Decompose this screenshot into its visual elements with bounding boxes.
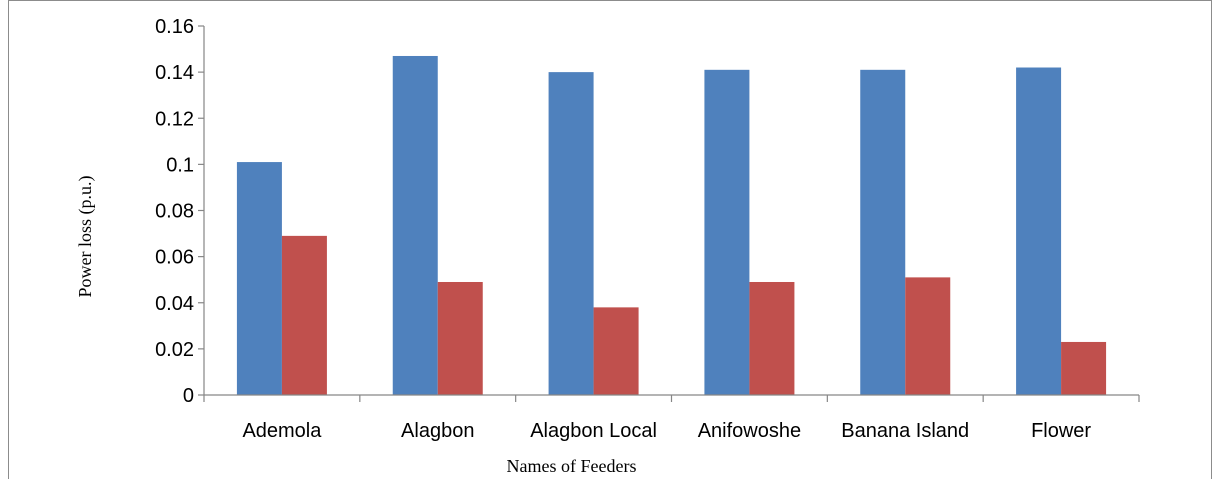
y-axis-title: Power loss (p.u.) (75, 176, 96, 298)
bars-group (236, 55, 1107, 395)
y-tick-label: 0.12 (155, 108, 194, 130)
bar-series-2-alagbon (437, 281, 483, 395)
y-tick-label: 0.02 (155, 339, 194, 361)
x-category-label: Alagbon Local (530, 420, 657, 442)
bar-series-2-anifowoshe (749, 281, 795, 395)
x-category-label: Banana Island (841, 420, 969, 442)
y-tick-label: 0.16 (155, 16, 194, 38)
bar-series-1-anifowoshe (704, 69, 750, 395)
y-ticks-group: 0 0.02 0.04 0.06 0.08 0.1 0.12 0.14 0.16 (155, 16, 204, 407)
bar-series-2-ademola (281, 235, 327, 395)
bar-series-2-banana-island (905, 277, 951, 395)
bar-series-2-alagbon-local (593, 307, 639, 395)
x-category-label: Alagbon (401, 420, 474, 442)
bar-series-1-alagbon (392, 55, 438, 395)
bar-series-1-ademola (236, 162, 282, 395)
x-axis-title: Names of Feeders (507, 456, 637, 476)
y-tick-label: 0.14 (155, 62, 194, 84)
bar-series-1-banana-island (860, 69, 906, 395)
y-tick-label: 0 (183, 385, 194, 407)
bar-series-1-alagbon-local (548, 72, 594, 395)
x-category-label: Anifowoshe (698, 420, 801, 442)
y-tick-label: 0.08 (155, 201, 194, 223)
x-category-label: Ademola (242, 420, 322, 442)
y-tick-label: 0.06 (155, 247, 194, 269)
bar-series-2-flower (1061, 341, 1107, 395)
bar-series-1-flower (1016, 67, 1062, 395)
chart-frame (8, 0, 1212, 479)
x-category-label: Flower (1031, 420, 1091, 442)
x-ticks-group: Ademola Alagbon Alagbon Local Anifowoshe Ban… (203, 395, 1140, 442)
y-tick-label: 0.1 (166, 154, 194, 176)
y-tick-label: 0.04 (155, 293, 194, 315)
